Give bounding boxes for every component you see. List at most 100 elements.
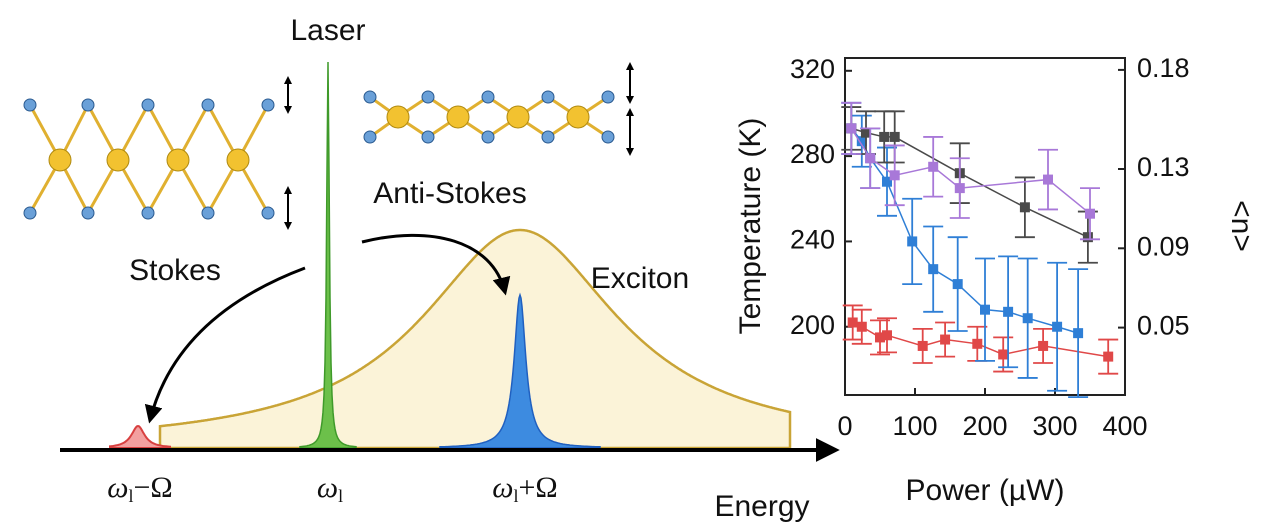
point (889, 170, 900, 181)
chalcogen-atom (363, 130, 377, 144)
y-tick-label: 240 (790, 225, 835, 255)
y2-tick-label: 0.09 (1137, 231, 1190, 261)
point (1019, 202, 1030, 213)
point (846, 123, 857, 134)
chalcogen-atom (541, 130, 555, 144)
anti-stokes-peak (439, 292, 601, 449)
temperature-chart: Temperature (K) <n> Power (µW) 0 100 200 30… (734, 53, 1258, 507)
point (1085, 208, 1095, 219)
tail: −Ω (133, 471, 172, 504)
tail: +Ω (518, 471, 557, 504)
stokes-peak (109, 424, 171, 449)
metal-atom (106, 148, 130, 172)
y2-tick-label: 0.13 (1137, 152, 1190, 182)
metal-atom (48, 148, 72, 172)
y2-tick-label: 0.05 (1137, 311, 1190, 341)
point (1038, 340, 1049, 351)
omega-minus-label: ωl−Ω (107, 471, 172, 506)
chalcogen-atom (261, 206, 275, 220)
subscript: l (338, 486, 343, 506)
chalcogen-atom (481, 90, 495, 104)
metal-atom (566, 105, 590, 129)
chalcogen-atom (23, 98, 37, 112)
stokes-label: Stokes (129, 254, 221, 287)
chalcogen-atom (201, 206, 215, 220)
point (998, 349, 1009, 360)
chalcogen-atom (421, 130, 435, 144)
omega: ω (492, 471, 513, 504)
point (889, 131, 900, 142)
chalcogen-atom (421, 90, 435, 104)
x-tick-label: 0 (837, 411, 852, 441)
y-tick-label: 200 (790, 310, 835, 340)
omega-label: ωl (317, 471, 343, 506)
point (882, 176, 892, 187)
point (879, 131, 890, 142)
subscript: l (513, 486, 518, 506)
chalcogen-atom (261, 98, 275, 112)
exciton-label: Exciton (591, 262, 689, 295)
point (1073, 328, 1084, 339)
point (861, 127, 871, 138)
spectrum-diagram: Laser Anti-Stokes Stokes Exciton Energy … (23, 14, 840, 523)
x-tick-label: 300 (1032, 411, 1077, 441)
x-tick-label: 400 (1102, 411, 1147, 441)
omega: ω (107, 471, 128, 504)
y-tick-label: 320 (790, 54, 835, 84)
chalcogen-atom (141, 98, 155, 112)
point (882, 330, 892, 341)
point (1022, 313, 1033, 324)
chalcogen-atom (81, 206, 95, 220)
omega-plus-label: ωl+Ω (492, 471, 557, 506)
laser-peak (299, 61, 357, 449)
exciton-band (158, 228, 792, 450)
metal-atom (226, 148, 250, 172)
metal-atom (166, 148, 190, 172)
y-axis-label: Temperature (K) (734, 118, 767, 335)
y2-axis-label: <n> (1225, 200, 1258, 252)
metal-atom (506, 105, 530, 129)
point (972, 338, 983, 349)
laser-label: Laser (290, 14, 365, 47)
x-tick-label: 100 (892, 411, 937, 441)
point (865, 153, 876, 164)
anti-stokes-label: Anti-Stokes (373, 177, 526, 210)
x-axis-label: Power (µW) (906, 474, 1065, 507)
chalcogen-atom (601, 130, 615, 144)
point (1052, 321, 1063, 332)
point (940, 334, 951, 345)
point (952, 279, 963, 290)
point (1103, 351, 1114, 362)
point (917, 340, 928, 351)
point (1082, 232, 1093, 243)
point (856, 321, 867, 332)
chalcogen-atom (363, 90, 377, 104)
subscript: l (128, 486, 133, 506)
y2-tick-label: 0.18 (1137, 53, 1190, 83)
omega: ω (317, 471, 338, 504)
energy-label: Energy (714, 490, 809, 523)
chalcogen-atom (81, 98, 95, 112)
molecules (23, 62, 634, 230)
point (1043, 174, 1053, 185)
series-line (852, 321, 1109, 358)
point (856, 136, 867, 147)
metal-atom (386, 105, 410, 129)
x-tick-label: 200 (962, 411, 1007, 441)
point (954, 183, 965, 194)
y-tick-label: 280 (790, 139, 835, 169)
point (980, 304, 990, 315)
point (847, 317, 858, 328)
metal-atom (446, 105, 470, 129)
point (928, 161, 939, 172)
anti-stokes-arrow (361, 233, 511, 296)
chalcogen-atom (23, 206, 37, 220)
chalcogen-atom (141, 206, 155, 220)
stokes-arrow (144, 266, 306, 424)
point (928, 264, 939, 275)
chalcogen-atom (481, 130, 495, 144)
chalcogen-atom (601, 90, 615, 104)
point (907, 236, 918, 247)
